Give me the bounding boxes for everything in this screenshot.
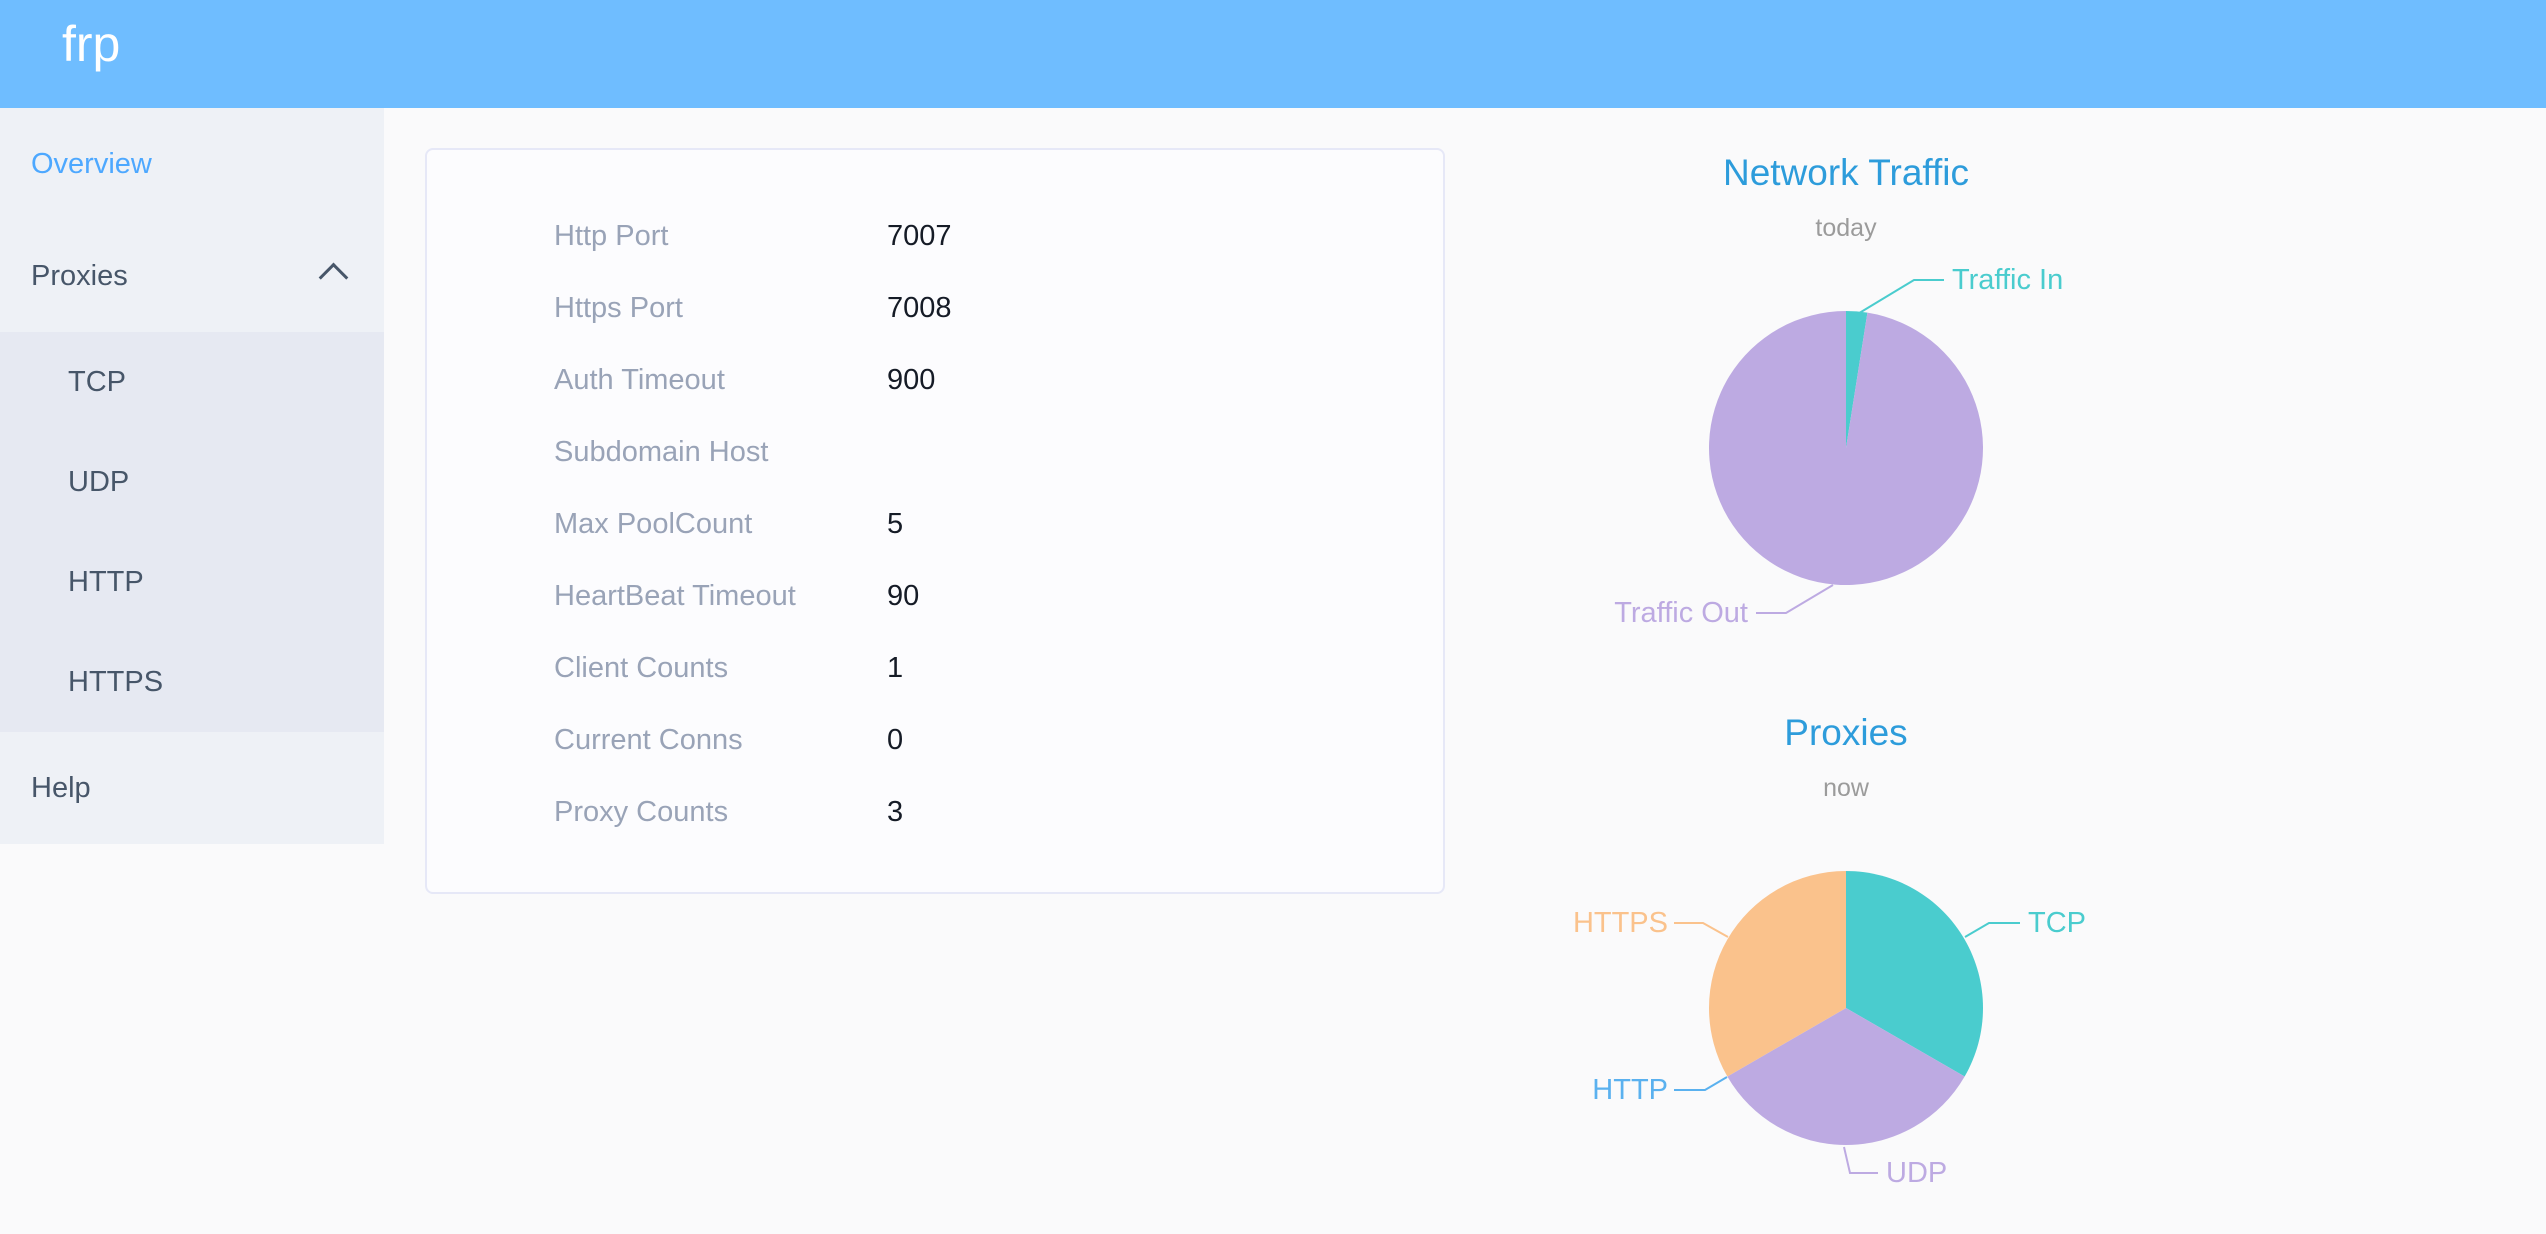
config-row-proxy-counts: Proxy Counts 3 — [427, 776, 1443, 848]
config-label: Max PoolCount — [554, 508, 753, 540]
sidebar: Overview Proxies TCP UDP HTTP HTTPS Help — [0, 108, 384, 844]
sidebar-item-tcp[interactable]: TCP — [0, 332, 384, 432]
config-row-current-conns: Current Conns 0 — [427, 704, 1443, 776]
config-row-https-port: Https Port 7008 — [427, 272, 1443, 344]
sidebar-item-overview[interactable]: Overview — [0, 108, 384, 220]
sidebar-item-label: UDP — [68, 466, 130, 498]
pie-slice-tcp — [1846, 871, 1983, 1077]
network-traffic-title: Network Traffic — [1722, 152, 1970, 193]
proxies-title: Proxies — [1784, 712, 1908, 753]
sidebar-item-udp[interactable]: UDP — [0, 432, 384, 532]
proxies-chart: Proxies now TCP HTTPS HTTP UDP — [1446, 668, 2546, 1234]
chevron-up-icon — [318, 262, 349, 293]
pie-slice-traffic-in — [1846, 311, 1868, 448]
config-row-auth-timeout: Auth Timeout 900 — [427, 344, 1443, 416]
https-label: HTTPS — [1573, 907, 1668, 939]
app-logo: frp — [62, 16, 121, 72]
config-label: Client Counts — [554, 652, 729, 684]
sidebar-item-label: Help — [31, 772, 91, 804]
network-traffic-pie: Traffic In Traffic Out — [1614, 264, 2063, 629]
config-row-max-poolcount: Max PoolCount 5 — [427, 488, 1443, 560]
network-traffic-chart: Network Traffic today Traffic In Traffic… — [1446, 108, 2546, 668]
sidebar-item-http[interactable]: HTTP — [0, 532, 384, 632]
traffic-in-leader-line — [1855, 279, 1944, 316]
config-value: 0 — [887, 724, 904, 756]
sidebar-item-help[interactable]: Help — [0, 732, 384, 844]
tcp-leader-line — [1964, 922, 2020, 938]
config-label: Https Port — [554, 292, 683, 324]
app-header: frp — [0, 0, 2546, 108]
config-row-client-counts: Client Counts 1 — [427, 632, 1443, 704]
sidebar-item-label: TCP — [68, 366, 126, 398]
proxies-pie: TCP HTTPS HTTP UDP — [1573, 871, 2086, 1189]
server-config-rows: Http Port 7007 Https Port 7008 Auth Timeou… — [427, 200, 1443, 848]
sidebar-item-label: Proxies — [31, 260, 128, 292]
pie-slice-udp — [1727, 1008, 1965, 1145]
config-value: 3 — [887, 796, 904, 828]
pie-slice-traffic-out — [1709, 311, 1984, 586]
config-row-http-port: Http Port 7007 — [427, 200, 1443, 272]
traffic-out-leader-line — [1756, 584, 1834, 614]
config-value: 900 — [887, 364, 936, 396]
config-row-subdomain-host: Subdomain Host — [427, 416, 1443, 488]
pie-slice-https — [1709, 871, 1846, 1077]
config-value: 1 — [887, 652, 904, 684]
config-label: HeartBeat Timeout — [554, 580, 796, 612]
network-traffic-subtitle: today — [1815, 214, 1877, 242]
server-config-card: Http Port 7007 Https Port 7008 Auth Timeou… — [425, 148, 1445, 894]
sidebar-submenu-proxies: TCP UDP HTTP HTTPS — [0, 332, 384, 732]
config-label: Proxy Counts — [554, 796, 729, 828]
http-leader-line — [1674, 1076, 1728, 1091]
config-value: 7007 — [887, 220, 952, 252]
sidebar-item-https[interactable]: HTTPS — [0, 632, 384, 732]
config-row-heartbeat-timeout: HeartBeat Timeout 90 — [427, 560, 1443, 632]
config-label: Current Conns — [554, 724, 743, 756]
sidebar-item-label: Overview — [31, 148, 152, 180]
sidebar-item-proxies[interactable]: Proxies — [0, 220, 384, 332]
udp-leader-line — [1843, 1146, 1878, 1174]
config-label: Subdomain Host — [554, 436, 769, 468]
proxies-subtitle: now — [1823, 774, 1869, 802]
https-leader-line — [1674, 922, 1729, 938]
config-value: 5 — [887, 508, 904, 540]
http-label: HTTP — [1592, 1074, 1668, 1106]
sidebar-item-label: HTTP — [68, 566, 144, 598]
config-value: 7008 — [887, 292, 952, 324]
config-value: 90 — [887, 580, 920, 612]
traffic-out-label: Traffic Out — [1614, 597, 1748, 629]
traffic-in-label: Traffic In — [1952, 264, 2063, 296]
udp-label: UDP — [1886, 1157, 1947, 1189]
config-label: Http Port — [554, 220, 669, 252]
config-label: Auth Timeout — [554, 364, 725, 396]
tcp-label: TCP — [2028, 907, 2086, 939]
sidebar-item-label: HTTPS — [68, 666, 164, 698]
